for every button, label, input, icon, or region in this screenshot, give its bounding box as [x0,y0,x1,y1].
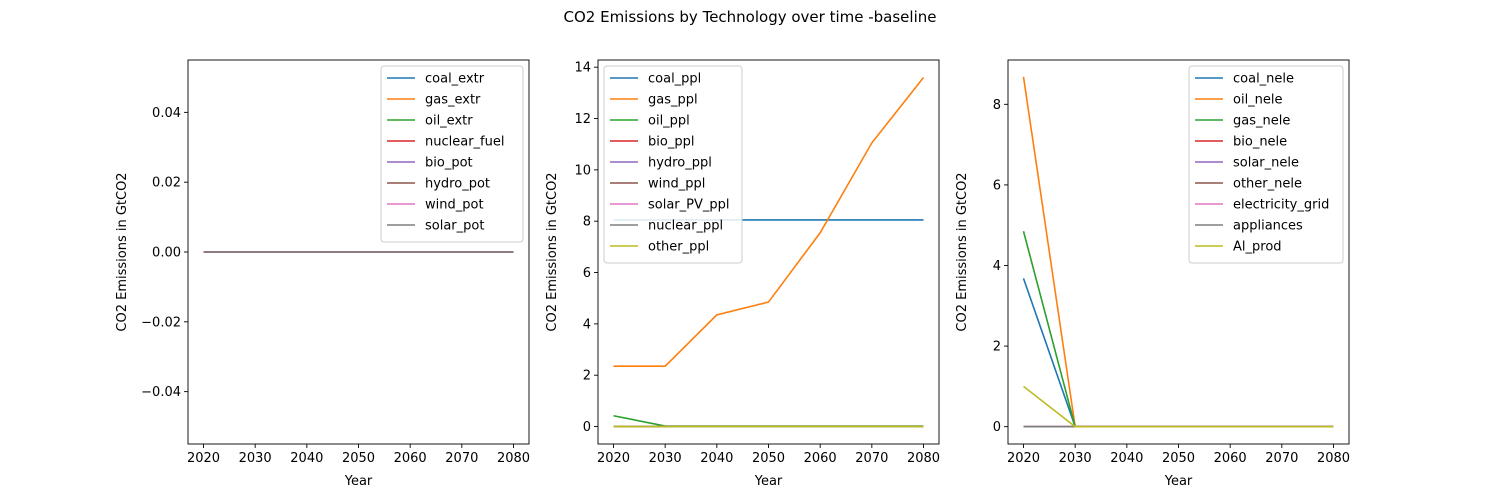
legend-label: Al_prod [1233,240,1282,255]
y-tick-label: 0 [993,420,1001,435]
legend-label: oil_ppl [648,114,690,129]
y-axis-label: CO2 Emissions in GtCO2 [545,172,560,331]
y-tick-label: 4 [993,259,1001,274]
legend-label: nuclear_ppl [648,219,723,234]
figure-title: CO2 Emissions by Technology over time -b… [564,8,937,26]
x-tick-label: 2020 [597,451,630,466]
legend-label: appliances [1233,219,1303,234]
x-axis-label: Year [754,474,783,489]
legend-label: other_ppl [648,240,709,255]
x-tick-label: 2070 [445,451,478,466]
legend: coal_ppl gas_ppl oil_ppl bio_ppl hydro_pplwi… [603,65,743,264]
subplot-3: 2020 2030 2040 2050 2060 2070 2080 0 2 4 6 8 Year CO2… [955,59,1350,489]
legend: coal_nele oil_nele gas_nele bio_nele solar_n… [1188,65,1344,264]
x-tick-label: 2030 [1059,451,1092,466]
legend-label: electricity_grid [1233,198,1329,213]
y-tick-label: 0 [583,420,591,435]
x-tick-label: 2030 [649,451,682,466]
y-axis-label: CO2 Emissions in GtCO2 [115,172,130,331]
y-tick-label: 4 [583,317,591,332]
legend-label: bio_nele [1233,135,1287,150]
legend-label: oil_extr [425,114,473,129]
legend-box [603,65,743,264]
x-tick-label: 2060 [804,451,837,466]
y-tick-label: 12 [574,112,591,127]
legend-label: coal_ppl [648,72,701,87]
legend-label: bio_pot [425,156,473,171]
legend-label: hydro_pot [425,177,490,192]
y-tick-label: 2 [583,369,591,384]
legend-label: solar_pot [425,219,484,234]
x-tick-label: 2050 [752,451,785,466]
y-tick-label: 10 [574,163,591,178]
legend-label: oil_nele [1233,93,1283,108]
y-tick-label: 0.04 [152,106,181,121]
y-tick-label: −0.02 [141,315,181,330]
legend-label: gas_ppl [648,93,698,108]
subplot-1: 2020 2030 2040 2050 2060 2070 2080 −0.04 −0.02 0.… [115,59,530,489]
x-tick-label: 2020 [1007,451,1040,466]
x-tick-label: 2040 [290,451,323,466]
legend-label: coal_nele [1233,72,1294,87]
legend-box [1188,65,1344,264]
y-axis-label: CO2 Emissions in GtCO2 [955,172,970,331]
series-line-Al_prod [1023,385,1334,428]
x-tick-label: 2070 [1265,451,1298,466]
legend-label: other_nele [1233,177,1302,192]
y-tick-label: 0.00 [152,246,181,261]
subplot-2: 2020 2030 2040 2050 2060 2070 2080 0 2 4 6 8 10 12 14 Y… [545,59,940,489]
x-tick-label: 2020 [187,451,220,466]
x-tick-label: 2030 [239,451,272,466]
x-tick-label: 2070 [855,451,888,466]
legend-label: bio_ppl [648,135,694,150]
legend-label: solar_PV_ppl [648,198,730,213]
legend: coal_extr gas_extr oil_extr nuclear_fuelbio… [380,65,524,243]
y-tick-label: 2 [993,340,1001,355]
y-tick-label: 6 [993,178,1001,193]
x-tick-label: 2050 [1162,451,1195,466]
x-tick-label: 2040 [1110,451,1143,466]
legend-label: gas_nele [1233,114,1290,129]
y-tick-label: −0.04 [141,385,181,400]
x-tick-label: 2050 [342,451,375,466]
legend-label: coal_extr [425,72,485,87]
x-axis-label: Year [344,474,373,489]
legend-label: gas_extr [425,93,481,108]
legend-label: solar_nele [1233,156,1299,171]
y-tick-label: 0.02 [152,176,181,191]
y-tick-label: 14 [574,61,591,76]
legend-label: wind_ppl [648,177,705,192]
x-tick-label: 2080 [497,451,530,466]
series-line-gas_ppl [613,76,925,368]
y-tick-label: 6 [583,266,591,281]
x-axis-label: Year [1164,474,1193,489]
x-tick-label: 2080 [907,451,940,466]
legend-label: nuclear_fuel [425,135,504,150]
legend-box [380,65,524,243]
y-tick-label: 8 [583,215,591,230]
x-tick-label: 2080 [1317,451,1350,466]
legend-label: hydro_ppl [648,156,712,171]
y-tick-label: 8 [993,98,1001,113]
x-tick-label: 2040 [700,451,733,466]
x-tick-label: 2060 [1214,451,1247,466]
series-line-oil_ppl [613,414,924,427]
x-tick-label: 2060 [394,451,427,466]
legend-label: wind_pot [425,198,484,213]
